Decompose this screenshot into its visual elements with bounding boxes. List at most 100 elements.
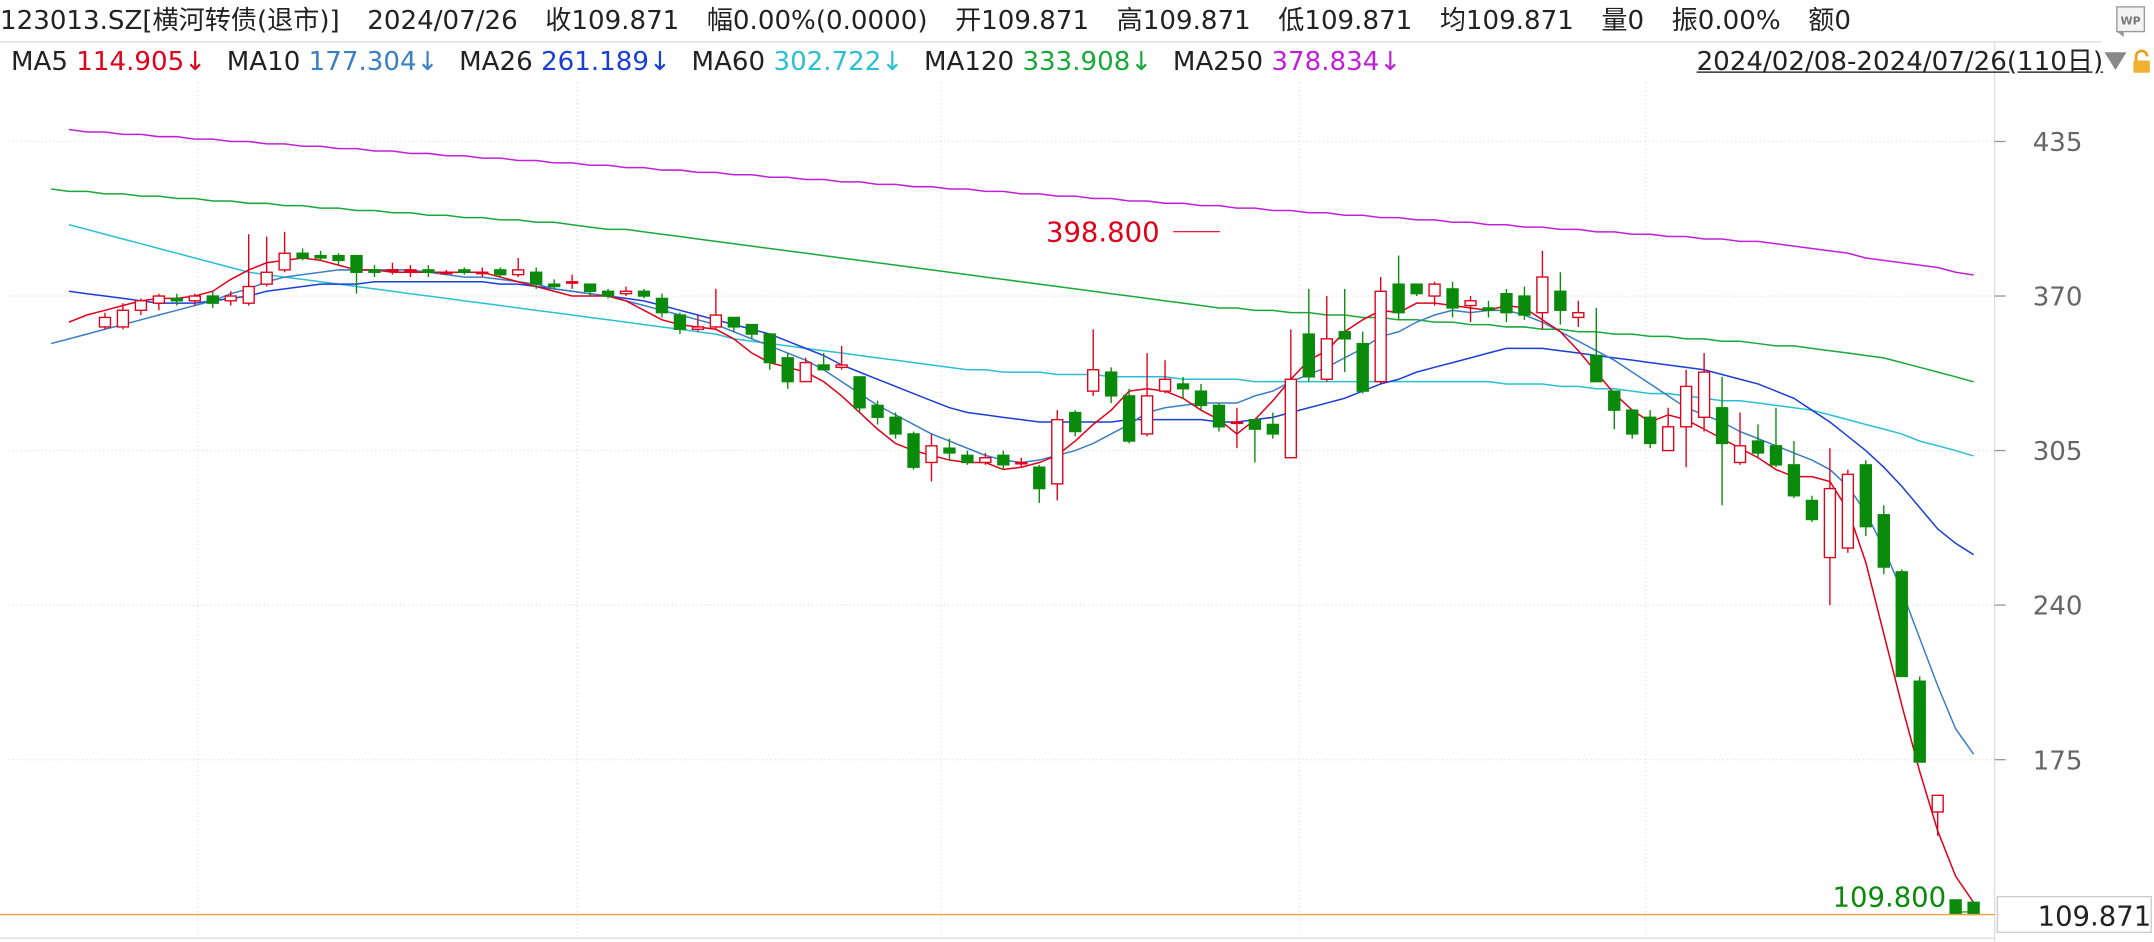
candle[interactable] (1787, 441, 1801, 499)
candle[interactable] (1644, 410, 1657, 449)
candle[interactable] (404, 265, 417, 278)
candle[interactable] (871, 400, 884, 425)
candle[interactable] (907, 431, 920, 470)
candle[interactable] (1536, 250, 1549, 330)
candle[interactable] (1967, 901, 1980, 916)
candle[interactable] (727, 316, 741, 332)
candle[interactable] (1266, 412, 1280, 439)
candle[interactable] (691, 315, 705, 332)
candle[interactable] (1590, 307, 1603, 383)
candle[interactable] (1428, 281, 1441, 306)
candle[interactable] (817, 353, 830, 371)
candle[interactable] (350, 254, 363, 294)
candle[interactable] (296, 248, 309, 261)
candle[interactable] (386, 262, 399, 275)
candle[interactable] (1877, 505, 1890, 575)
candle[interactable] (637, 288, 651, 299)
candle[interactable] (1841, 469, 1855, 553)
candle[interactable] (1284, 329, 1298, 459)
candle[interactable] (188, 293, 201, 306)
candle[interactable] (1051, 410, 1064, 501)
candle[interactable] (1661, 407, 1675, 452)
candle[interactable] (1823, 448, 1837, 606)
candle[interactable] (565, 274, 579, 289)
candle[interactable] (152, 293, 166, 311)
candle[interactable] (979, 452, 992, 465)
candle[interactable] (422, 265, 435, 278)
candle[interactable] (1140, 353, 1154, 437)
candle[interactable] (1087, 329, 1100, 396)
candle[interactable] (1069, 410, 1082, 437)
ma26-legend[interactable]: MA26 261.189↓ (459, 46, 671, 77)
candle[interactable] (1554, 272, 1567, 325)
ma250-legend[interactable]: MA250 378.834↓ (1172, 46, 1402, 77)
candle[interactable] (1194, 384, 1208, 411)
candle[interactable] (961, 450, 974, 465)
candle[interactable] (1212, 403, 1226, 432)
candle[interactable] (709, 288, 723, 330)
candle[interactable] (134, 298, 148, 316)
ma10-legend[interactable]: MA10 177.304↓ (226, 46, 439, 77)
candle[interactable] (116, 303, 130, 330)
candle[interactable] (332, 253, 345, 266)
candle[interactable] (1104, 367, 1118, 404)
candle[interactable] (1733, 412, 1747, 465)
candle[interactable] (170, 293, 184, 306)
candle[interactable] (1015, 457, 1028, 468)
candle[interactable] (1033, 464, 1046, 503)
candle[interactable] (799, 357, 812, 383)
candle[interactable] (1320, 296, 1333, 382)
candle[interactable] (1500, 288, 1513, 323)
candle[interactable] (673, 312, 687, 335)
candle[interactable] (655, 293, 669, 318)
candle[interactable] (368, 265, 381, 278)
candle[interactable] (925, 433, 938, 482)
candle[interactable] (1176, 376, 1190, 399)
ma5-legend[interactable]: MA5 114.905↓ (10, 46, 207, 77)
candle[interactable] (1913, 676, 1926, 763)
candle[interactable] (1751, 424, 1765, 458)
candle[interactable] (1446, 281, 1459, 318)
candle[interactable] (1769, 407, 1783, 468)
candle[interactable] (260, 236, 273, 287)
candle[interactable] (1859, 460, 1872, 537)
candle[interactable] (224, 291, 237, 306)
candle[interactable] (1805, 495, 1819, 522)
candle[interactable] (943, 438, 956, 461)
candle[interactable] (1895, 569, 1908, 678)
candle[interactable] (1715, 376, 1729, 506)
candle[interactable] (1374, 277, 1387, 385)
candle[interactable] (1122, 388, 1136, 444)
ma120-legend[interactable]: MA120 333.908↓ (923, 46, 1153, 77)
candle[interactable] (512, 257, 525, 278)
candle[interactable] (1158, 360, 1172, 394)
candle[interactable] (1482, 300, 1495, 318)
candlesticks[interactable] (98, 231, 1980, 916)
candle[interactable] (853, 376, 866, 413)
candle[interactable] (98, 312, 112, 330)
candle[interactable] (1931, 794, 1944, 836)
candle[interactable] (745, 323, 758, 339)
candle[interactable] (889, 412, 902, 439)
candle[interactable] (530, 267, 543, 289)
candle[interactable] (1392, 255, 1405, 320)
candle[interactable] (476, 267, 489, 278)
candle[interactable] (1464, 296, 1477, 323)
candle[interactable] (1230, 407, 1244, 449)
candle[interactable] (206, 291, 219, 308)
candle[interactable] (1572, 300, 1585, 327)
candle[interactable] (1248, 418, 1262, 463)
ma60-legend[interactable]: MA60 302.722↓ (691, 46, 904, 77)
candle[interactable] (1697, 353, 1711, 432)
candle[interactable] (1338, 288, 1351, 373)
candle[interactable] (583, 283, 597, 297)
candle[interactable] (1608, 390, 1621, 430)
candle[interactable] (1356, 331, 1369, 394)
candle[interactable] (547, 279, 561, 289)
candle[interactable] (494, 267, 507, 278)
candle[interactable] (601, 288, 615, 299)
candle[interactable] (278, 231, 291, 273)
candle[interactable] (1626, 409, 1639, 439)
candle[interactable] (619, 286, 633, 297)
